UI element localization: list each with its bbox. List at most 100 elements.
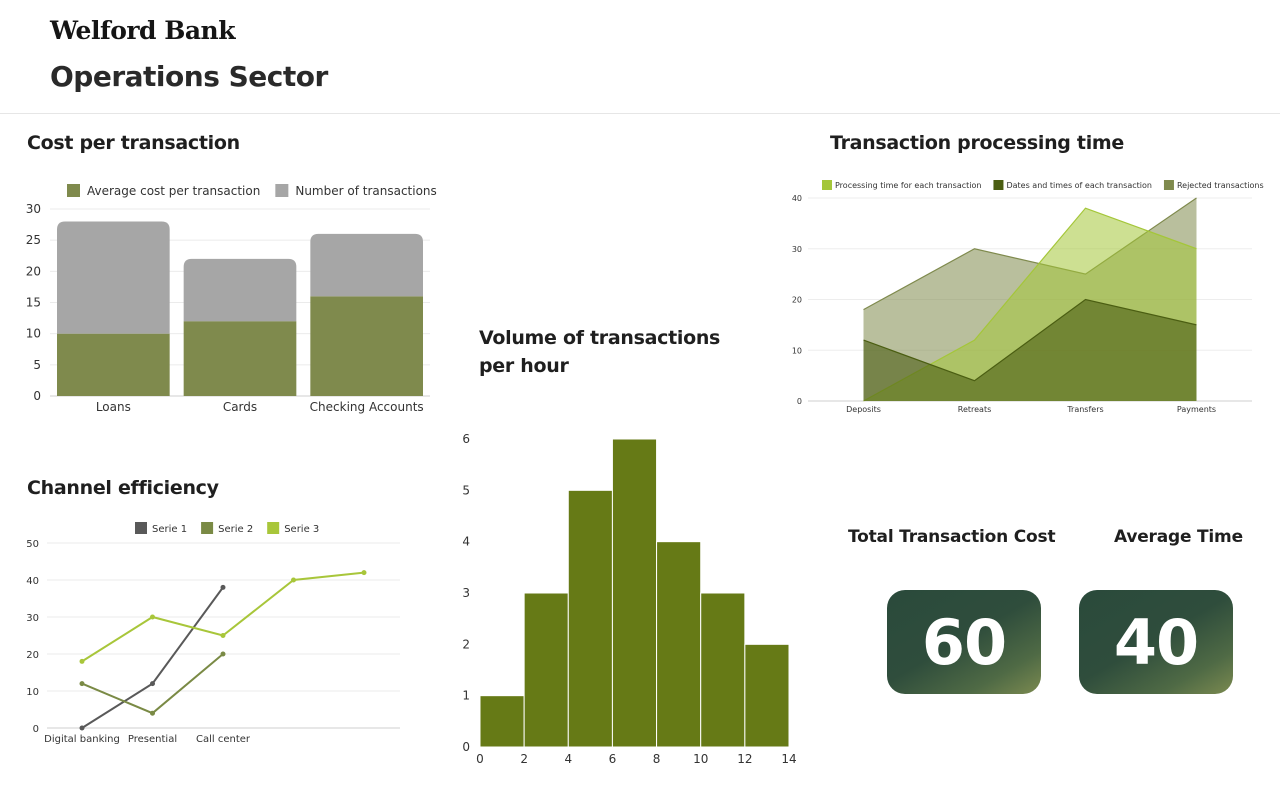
processing-chart-title: Transaction processing time bbox=[830, 132, 1124, 154]
legend-swatch-serie-2 bbox=[201, 522, 214, 534]
x-tick-label: 14 bbox=[781, 752, 796, 766]
y-tick-label: 6 bbox=[462, 432, 470, 446]
x-tick-label: 0 bbox=[476, 752, 484, 766]
x-tick-label: 10 bbox=[693, 752, 708, 766]
legend-label-rejected-transactions: Rejected transactions bbox=[1177, 181, 1264, 190]
average-time-label: Average Time bbox=[1114, 527, 1243, 547]
y-tick-label: 0 bbox=[797, 397, 802, 406]
y-tick-label: 0 bbox=[33, 724, 39, 735]
page-title: Operations Sector bbox=[50, 60, 328, 93]
area-dates-and-times-of-each-transaction bbox=[863, 299, 1197, 401]
x-tick-label: Retreats bbox=[958, 405, 992, 414]
histogram-bar bbox=[611, 438, 658, 748]
cost-per-transaction-chart: 0 5 10 15 20 25 30 Average cost per transaction… bbox=[26, 184, 437, 414]
channel-efficiency-chart: 0 10 20 30 40 50 Serie 1 Serie 2 Serie 3 Digital … bbox=[26, 522, 400, 745]
volume-title-line-2: per hour bbox=[479, 355, 569, 377]
header: Welford Bank Operations Sector bbox=[0, 0, 1280, 114]
y-tick-label: 15 bbox=[26, 296, 41, 310]
y-tick-label: 20 bbox=[26, 264, 41, 278]
point-serie-3 bbox=[291, 577, 296, 583]
y-tick-label: 40 bbox=[26, 576, 39, 587]
y-tick-label: 5 bbox=[462, 483, 470, 497]
x-tick-label: Payments bbox=[1177, 405, 1216, 414]
x-tick-label: Call center bbox=[196, 734, 251, 745]
histogram-bar bbox=[479, 695, 525, 748]
line-dates-and-times-of-each-transaction bbox=[863, 298, 1197, 382]
bar-number-of-transactions bbox=[310, 233, 423, 297]
bar-number-of-transactions bbox=[183, 258, 297, 322]
histogram-bar bbox=[744, 643, 790, 748]
bar-number-of-transactions bbox=[57, 221, 170, 334]
point-serie-2 bbox=[220, 651, 226, 657]
y-tick-label: 25 bbox=[26, 233, 41, 247]
point-serie-2 bbox=[79, 681, 85, 687]
y-tick-label: 20 bbox=[26, 650, 39, 661]
legend-swatch-serie-3 bbox=[267, 522, 280, 534]
bar-average-cost-per-transaction bbox=[183, 321, 297, 396]
point-serie-1 bbox=[220, 584, 226, 590]
x-tick-label: Checking Accounts bbox=[310, 400, 424, 414]
y-tick-label: 2 bbox=[462, 637, 470, 651]
y-tick-label: 40 bbox=[792, 194, 802, 203]
y-tick-label: 10 bbox=[792, 346, 802, 355]
x-tick-label: Loans bbox=[96, 400, 131, 414]
average-time-value: 40 bbox=[1113, 605, 1199, 679]
bank-name: Welford Bank bbox=[50, 16, 236, 45]
point-serie-2 bbox=[150, 710, 155, 716]
point-serie-3 bbox=[150, 614, 155, 620]
y-tick-label: 5 bbox=[33, 358, 41, 372]
channel-chart-title: Channel efficiency bbox=[27, 477, 219, 499]
total-cost-card: 60 bbox=[887, 590, 1041, 694]
y-tick-label: 30 bbox=[26, 202, 41, 216]
legend-label-serie-1: Serie 1 bbox=[152, 524, 187, 535]
y-tick-label: 0 bbox=[33, 389, 41, 403]
y-tick-label: 50 bbox=[26, 539, 39, 550]
x-tick-label: 8 bbox=[653, 752, 661, 766]
histogram-bar bbox=[656, 541, 702, 748]
bar-average-cost-per-transaction bbox=[310, 296, 423, 396]
legend-swatch-rejected-transactions bbox=[1163, 180, 1174, 190]
y-tick-label: 20 bbox=[792, 296, 802, 305]
y-tick-label: 30 bbox=[792, 245, 802, 254]
bar-average-cost-per-transaction bbox=[57, 333, 170, 396]
legend-swatch-number-of-transactions bbox=[275, 184, 289, 197]
volume-title-line-1: Volume of transactions bbox=[479, 327, 721, 349]
total-cost-label: Total Transaction Cost bbox=[848, 527, 1056, 547]
x-tick-label: 12 bbox=[737, 752, 752, 766]
x-tick-label: Transfers bbox=[1066, 405, 1103, 414]
y-tick-label: 30 bbox=[26, 613, 39, 624]
legend-swatch-average-cost-per-transaction bbox=[67, 184, 80, 197]
y-tick-label: 0 bbox=[462, 740, 470, 754]
line-serie-1 bbox=[81, 586, 224, 729]
legend-label-serie-3: Serie 3 bbox=[284, 524, 319, 535]
legend-label-dates-and-times-of-each-transaction: Dates and times of each transaction bbox=[1006, 181, 1152, 190]
point-serie-1 bbox=[79, 725, 85, 731]
legend-label-number-of-transactions: Number of transactions bbox=[295, 184, 436, 198]
legend-label-serie-2: Serie 2 bbox=[218, 524, 253, 535]
x-tick-label: Cards bbox=[223, 400, 257, 414]
point-serie-1 bbox=[150, 681, 155, 687]
cost-chart-title: Cost per transaction bbox=[27, 132, 240, 154]
histogram-bar bbox=[700, 592, 746, 748]
legend-label-average-cost-per-transaction: Average cost per transaction bbox=[87, 184, 260, 198]
x-tick-label: 2 bbox=[520, 752, 528, 766]
volume-chart-title: Volume of transactions per hour bbox=[479, 324, 720, 380]
x-tick-label: Digital banking bbox=[44, 734, 120, 745]
legend-label-processing-time-for-each-transaction: Processing time for each transaction bbox=[835, 181, 981, 190]
histogram-bar bbox=[567, 489, 613, 748]
y-tick-label: 10 bbox=[26, 327, 41, 341]
legend-swatch-processing-time-for-each-transaction bbox=[822, 180, 832, 190]
transaction-processing-time-chart: 0 10 20 30 40 Processing time for each transa… bbox=[792, 180, 1264, 414]
point-serie-3 bbox=[361, 570, 367, 576]
y-tick-label: 1 bbox=[462, 689, 470, 703]
x-tick-label: 4 bbox=[564, 752, 572, 766]
x-tick-label: Deposits bbox=[846, 405, 881, 414]
y-tick-label: 4 bbox=[462, 535, 470, 549]
point-serie-3 bbox=[220, 633, 226, 638]
legend-swatch-serie-1 bbox=[135, 522, 147, 534]
total-cost-value: 60 bbox=[921, 605, 1007, 679]
point-serie-3 bbox=[79, 658, 85, 664]
y-tick-label: 10 bbox=[26, 687, 39, 698]
x-tick-label: 6 bbox=[609, 752, 617, 766]
